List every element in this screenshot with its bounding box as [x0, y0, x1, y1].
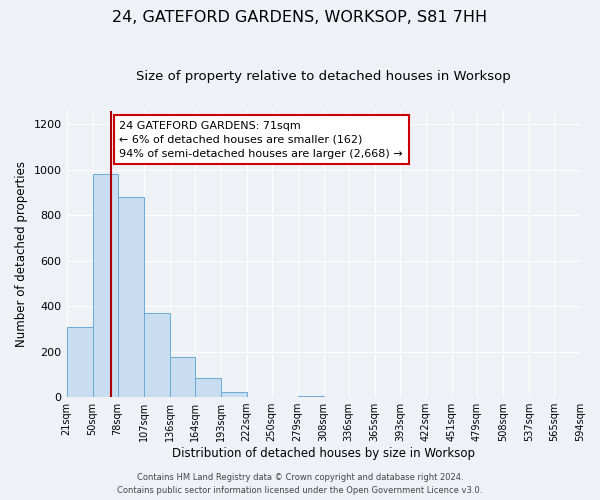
Bar: [170, 358, 194, 397]
Bar: [143, 313, 170, 397]
Y-axis label: Number of detached properties: Number of detached properties: [15, 161, 28, 347]
Bar: [118, 197, 143, 397]
Bar: [298, 396, 324, 397]
Bar: [194, 378, 221, 397]
Text: Contains HM Land Registry data © Crown copyright and database right 2024.
Contai: Contains HM Land Registry data © Crown c…: [118, 474, 482, 495]
X-axis label: Distribution of detached houses by size in Worksop: Distribution of detached houses by size …: [172, 447, 475, 460]
Title: Size of property relative to detached houses in Worksop: Size of property relative to detached ho…: [136, 70, 511, 83]
Text: 24 GATEFORD GARDENS: 71sqm
← 6% of detached houses are smaller (162)
94% of semi: 24 GATEFORD GARDENS: 71sqm ← 6% of detac…: [119, 121, 403, 159]
Bar: [67, 326, 92, 397]
Text: 24, GATEFORD GARDENS, WORKSOP, S81 7HH: 24, GATEFORD GARDENS, WORKSOP, S81 7HH: [112, 10, 488, 25]
Bar: [92, 174, 118, 397]
Bar: [221, 392, 247, 397]
